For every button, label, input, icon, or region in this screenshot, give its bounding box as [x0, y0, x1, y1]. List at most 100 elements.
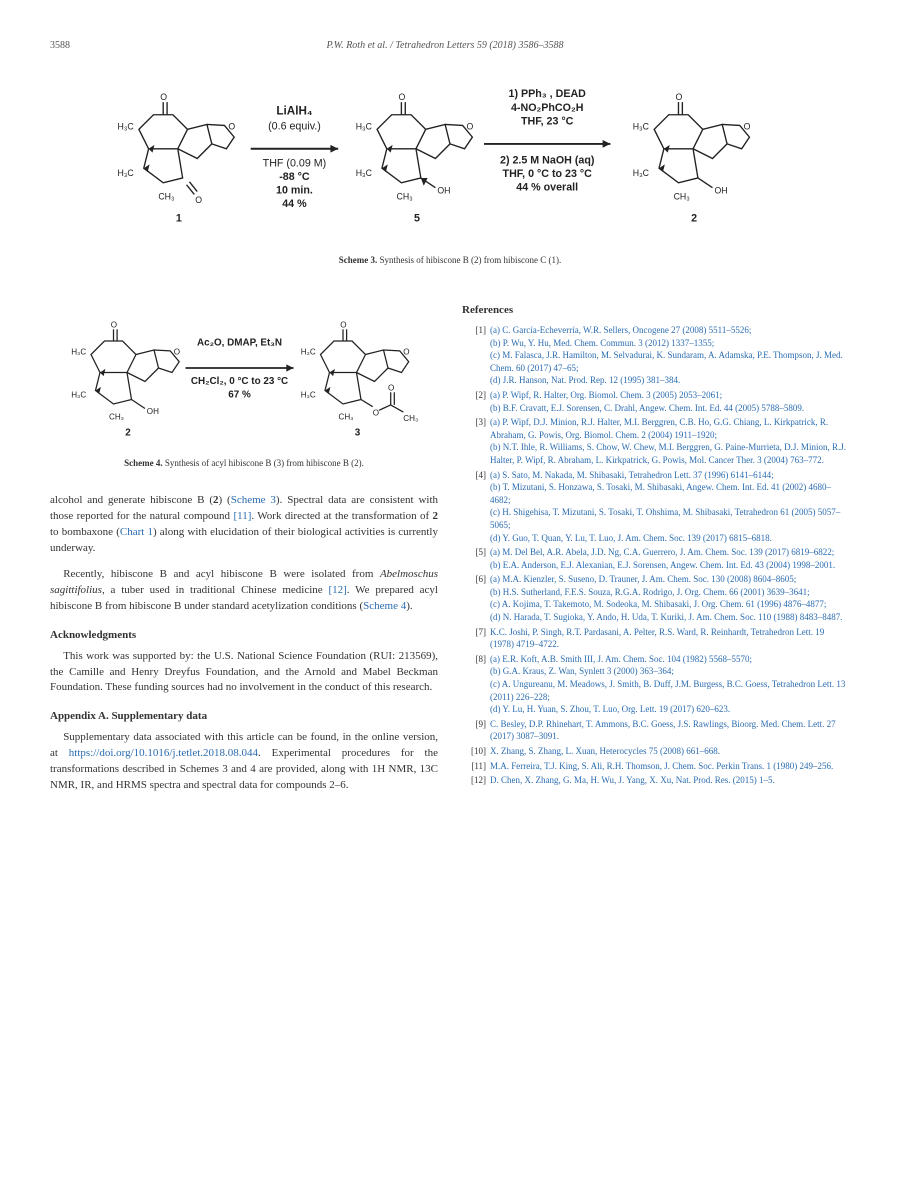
reference-link[interactable]: (a) M. Del Bel, A.R. Abela, J.D. Ng, C.A… — [490, 546, 850, 559]
link-scheme3[interactable]: Scheme 3 — [231, 494, 276, 506]
svg-text:O: O — [388, 384, 394, 393]
acknowledgments-heading: Acknowledgments — [50, 629, 438, 641]
reference-link[interactable]: C. Besley, D.P. Rhinehart, T. Ammons, B.… — [490, 718, 850, 743]
svg-text:4-NO₂PhCO₂H: 4-NO₂PhCO₂H — [511, 102, 583, 114]
svg-text:O: O — [373, 409, 379, 418]
reference-body: (a) E.R. Koft, A.B. Smith III, J. Am. Ch… — [490, 653, 850, 716]
body-para-2: Recently, hibiscone B and acyl hibiscone… — [50, 567, 438, 615]
reference-link[interactable]: X. Zhang, S. Zhang, L. Xuan, Heterocycle… — [490, 745, 850, 758]
references-heading: References — [462, 304, 850, 316]
running-header: 3588 P.W. Roth et al. / Tetrahedron Lett… — [50, 40, 850, 51]
reference-link[interactable]: (a) E.R. Koft, A.B. Smith III, J. Am. Ch… — [490, 653, 850, 666]
reference-link[interactable]: (b) P. Wu, Y. Hu, Med. Chem. Commun. 3 (… — [490, 337, 850, 350]
link-ref-11[interactable]: [11] — [233, 510, 251, 522]
reference-body: C. Besley, D.P. Rhinehart, T. Ammons, B.… — [490, 718, 850, 743]
svg-text:H₃C: H₃C — [301, 391, 316, 400]
reference-body: K.C. Joshi, P. Singh, R.T. Pardasani, A.… — [490, 626, 850, 651]
reference-link[interactable]: (b) H.S. Sutherland, F.E.S. Souza, R.G.A… — [490, 586, 850, 599]
svg-text:2: 2 — [125, 428, 131, 439]
reference-link[interactable]: (d) Y. Guo, T. Quan, Y. Lu, T. Luo, J. A… — [490, 532, 850, 545]
reference-item: [7]K.C. Joshi, P. Singh, R.T. Pardasani,… — [462, 626, 850, 651]
svg-text:O: O — [676, 92, 683, 102]
svg-text:O: O — [467, 121, 474, 131]
scheme-4: O O H₃C H₃C CH₃ OH 2 Ac₂O, DMAP, Et₃N — [50, 305, 438, 468]
svg-text:44 % overall: 44 % overall — [516, 182, 578, 194]
reference-link[interactable]: (c) M. Falasca, J.R. Hamilton, M. Selvad… — [490, 349, 850, 374]
reference-link[interactable]: (b) B.F. Cravatt, E.J. Sorensen, C. Drah… — [490, 402, 850, 415]
reference-number: [6] — [462, 573, 490, 623]
svg-text:THF, 0 °C to 23 °C: THF, 0 °C to 23 °C — [503, 168, 593, 180]
reference-link[interactable]: (b) T. Mizutani, S. Honzawa, S. Tosaki, … — [490, 481, 850, 506]
reference-number: [2] — [462, 389, 490, 414]
reference-number: [9] — [462, 718, 490, 743]
svg-text:O: O — [340, 321, 346, 330]
reference-body: (a) M. Del Bel, A.R. Abela, J.D. Ng, C.A… — [490, 546, 850, 571]
svg-text:OH: OH — [147, 407, 159, 416]
reference-link[interactable]: D. Chen, X. Zhang, G. Ma, H. Wu, J. Yang… — [490, 774, 850, 787]
left-column: O O H₃C H₃C CH₃ OH 2 Ac₂O, DMAP, Et₃N — [50, 290, 438, 804]
reference-link[interactable]: (b) G.A. Kraus, Z. Wan, Synlett 3 (2000)… — [490, 665, 850, 678]
svg-text:H₃C: H₃C — [356, 121, 372, 131]
page-number: 3588 — [50, 40, 70, 51]
reference-item: [11]M.A. Ferreira, T.J. King, S. Ali, R.… — [462, 760, 850, 773]
reference-number: [1] — [462, 324, 490, 387]
svg-text:1: 1 — [176, 213, 182, 225]
svg-text:(0.6 equiv.): (0.6 equiv.) — [268, 120, 321, 132]
svg-text:CH₃: CH₃ — [339, 412, 354, 421]
svg-text:H₃C: H₃C — [356, 168, 372, 178]
reference-number: [5] — [462, 546, 490, 571]
svg-text:CH₂Cl₂, 0 °C to 23 °C: CH₂Cl₂, 0 °C to 23 °C — [191, 376, 288, 387]
reference-number: [12] — [462, 774, 490, 787]
link-ref-12[interactable]: [12] — [328, 584, 346, 596]
reference-link[interactable]: (a) S. Sato, M. Nakada, M. Shibasaki, Te… — [490, 469, 850, 482]
reference-link[interactable]: (d) N. Harada, T. Sugioka, Y. Ando, H. U… — [490, 611, 850, 624]
reference-link[interactable]: (c) H. Shigehisa, T. Mizutani, S. Tosaki… — [490, 506, 850, 531]
reference-item: [4](a) S. Sato, M. Nakada, M. Shibasaki,… — [462, 469, 850, 545]
reference-item: [8](a) E.R. Koft, A.B. Smith III, J. Am.… — [462, 653, 850, 716]
scheme-4-svg: O O H₃C H₃C CH₃ OH 2 Ac₂O, DMAP, Et₃N — [64, 305, 424, 449]
link-scheme4[interactable]: Scheme 4 — [363, 600, 406, 612]
svg-text:O: O — [228, 121, 235, 131]
reference-link[interactable]: (d) Y. Lu, H. Yuan, S. Zhou, T. Luo, Org… — [490, 703, 850, 716]
reference-link[interactable]: (b) E.A. Anderson, E.J. Alexanian, E.J. … — [490, 559, 850, 572]
reference-link[interactable]: M.A. Ferreira, T.J. King, S. Ali, R.H. T… — [490, 760, 850, 773]
svg-text:5: 5 — [414, 213, 420, 225]
svg-text:H₃C: H₃C — [71, 391, 86, 400]
svg-text:O: O — [160, 92, 167, 102]
svg-text:3: 3 — [355, 428, 361, 439]
reference-link[interactable]: (a) C. García-Echeverría, W.R. Sellers, … — [490, 324, 850, 337]
reference-body: (a) C. García-Echeverría, W.R. Sellers, … — [490, 324, 850, 387]
scheme-3-caption: Scheme 3. Synthesis of hibiscone B (2) f… — [50, 255, 850, 265]
reference-link[interactable]: (c) A. Ungureanu, M. Meadows, J. Smith, … — [490, 678, 850, 703]
link-chart1[interactable]: Chart 1 — [120, 526, 153, 538]
acknowledgments-text: This work was supported by: the U.S. Nat… — [50, 649, 438, 697]
svg-text:H₃C: H₃C — [118, 121, 134, 131]
svg-text:LiAlH₄: LiAlH₄ — [276, 105, 312, 118]
svg-text:O: O — [744, 121, 751, 131]
svg-text:O: O — [111, 321, 117, 330]
scheme-4-caption: Scheme 4. Synthesis of acyl hibiscone B … — [50, 458, 438, 468]
reference-number: [7] — [462, 626, 490, 651]
reference-link[interactable]: (a) P. Wipf, R. Halter, Org. Biomol. Che… — [490, 389, 850, 402]
svg-text:-88 °C: -88 °C — [279, 171, 310, 183]
reference-link[interactable]: (d) J.R. Hanson, Nat. Prod. Rep. 12 (199… — [490, 374, 850, 387]
doi-link[interactable]: https://doi.org/10.1016/j.tetlet.2018.08… — [69, 747, 258, 759]
svg-text:H₃C: H₃C — [118, 168, 134, 178]
svg-text:O: O — [403, 348, 409, 357]
running-head: P.W. Roth et al. / Tetrahedron Letters 5… — [326, 40, 563, 51]
svg-text:O: O — [174, 348, 180, 357]
appendix-heading: Appendix A. Supplementary data — [50, 710, 438, 722]
scheme-3: O O O H₃C H₃C CH₃ 1 LiAlH₄ (0.6 equiv.) … — [50, 71, 850, 265]
reference-link[interactable]: (b) N.T. Ihle, R. Williams, S. Chow, W. … — [490, 441, 850, 466]
svg-text:H₃C: H₃C — [633, 168, 649, 178]
svg-text:CH₃: CH₃ — [397, 191, 414, 201]
svg-text:OH: OH — [437, 186, 450, 196]
svg-text:H₃C: H₃C — [301, 348, 316, 357]
reference-link[interactable]: (a) P. Wipf, D.J. Minion, R.J. Halter, M… — [490, 416, 850, 441]
reference-link[interactable]: (c) A. Kojima, T. Takemoto, M. Sodeoka, … — [490, 598, 850, 611]
reference-link[interactable]: (a) M.A. Kienzler, S. Suseno, D. Trauner… — [490, 573, 850, 586]
svg-text:CH₃: CH₃ — [674, 191, 691, 201]
reference-link[interactable]: K.C. Joshi, P. Singh, R.T. Pardasani, A.… — [490, 626, 850, 651]
body-para-1: alcohol and generate hibiscone B (2) (Sc… — [50, 493, 438, 557]
svg-text:THF, 23 °C: THF, 23 °C — [521, 115, 574, 127]
